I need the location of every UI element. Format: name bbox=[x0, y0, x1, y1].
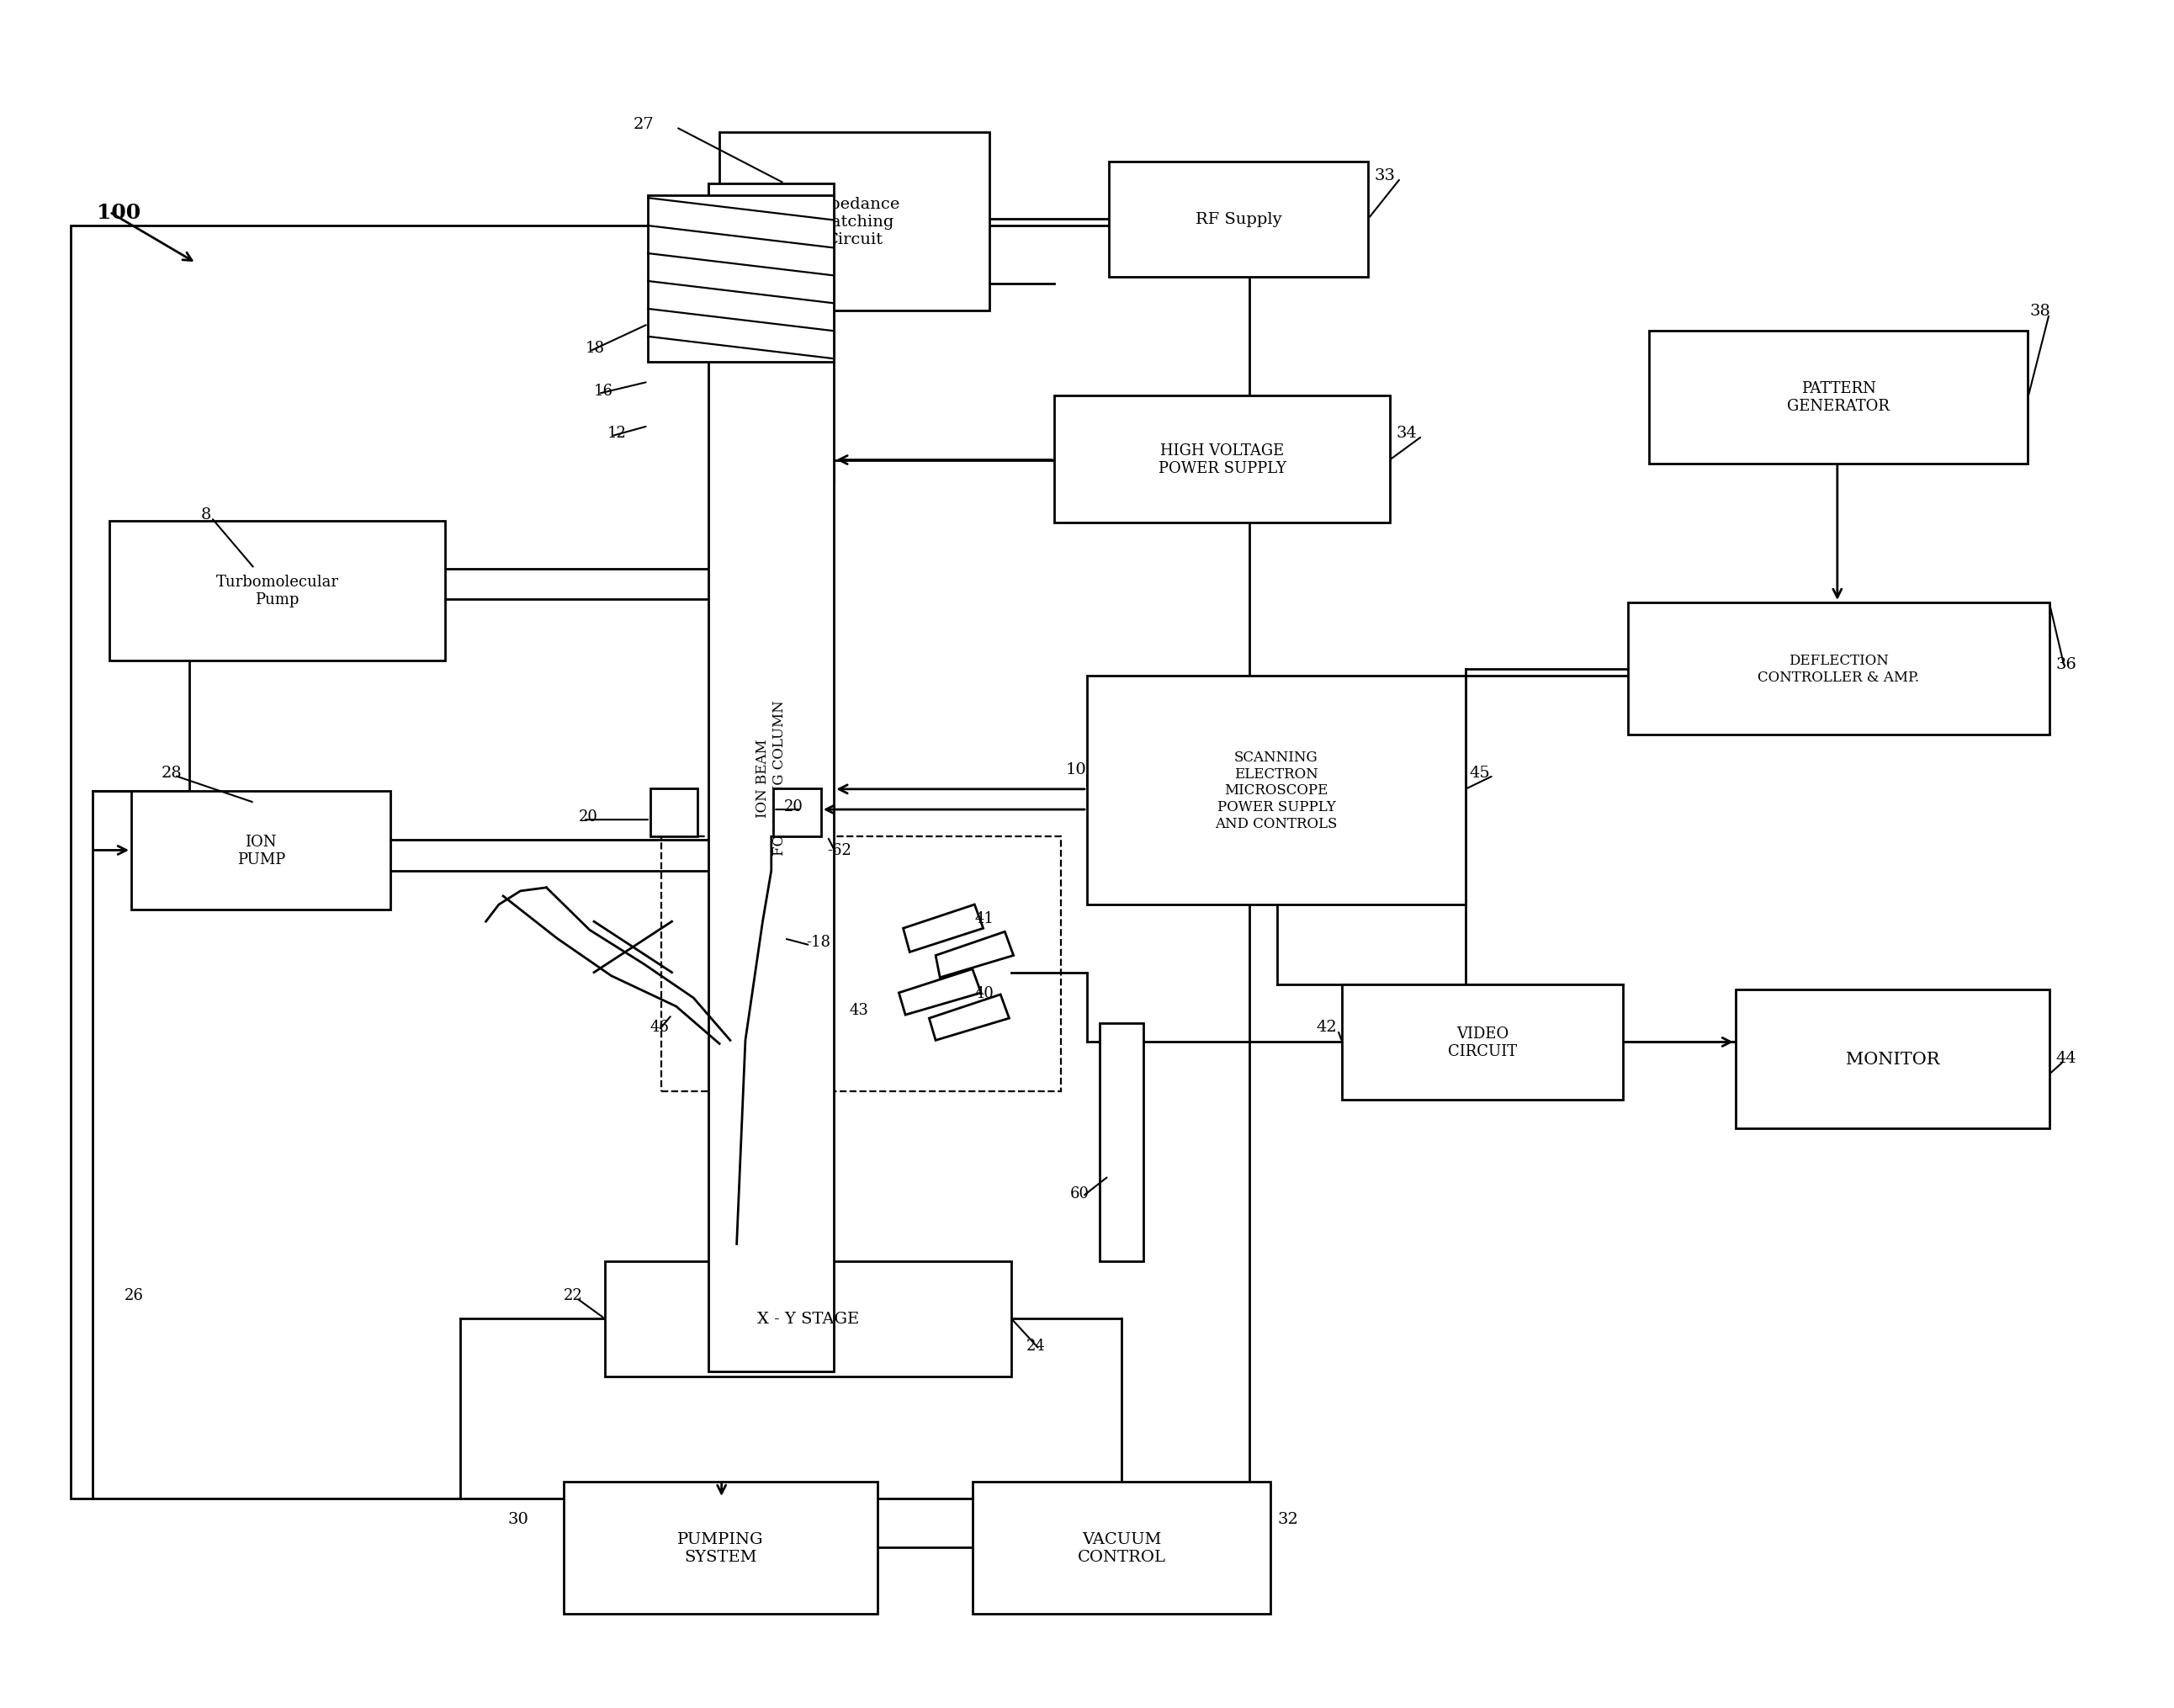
Bar bbox=[1341, 984, 1624, 1100]
Bar bbox=[709, 184, 835, 1372]
Bar bbox=[648, 196, 835, 362]
Bar bbox=[650, 789, 698, 837]
Bar bbox=[1087, 676, 1465, 905]
Text: RF Supply: RF Supply bbox=[1196, 212, 1280, 227]
Text: 22: 22 bbox=[563, 1288, 583, 1303]
Text: -18: -18 bbox=[807, 934, 830, 950]
Bar bbox=[720, 133, 989, 311]
Bar bbox=[1100, 1023, 1144, 1261]
Bar bbox=[72, 227, 1250, 1498]
Text: 30: 30 bbox=[507, 1512, 528, 1527]
Polygon shape bbox=[928, 994, 1009, 1040]
Text: 12: 12 bbox=[607, 425, 626, 441]
Polygon shape bbox=[935, 933, 1013, 979]
Text: VIDEO
CIRCUIT: VIDEO CIRCUIT bbox=[1448, 1027, 1517, 1059]
Text: 45: 45 bbox=[1470, 765, 1491, 781]
Text: 34: 34 bbox=[1396, 425, 1417, 441]
Text: 16: 16 bbox=[594, 383, 613, 398]
Text: ION BEAM
FOCUSING COLUMN: ION BEAM FOCUSING COLUMN bbox=[757, 700, 787, 856]
Text: 27: 27 bbox=[633, 118, 654, 132]
Text: 36: 36 bbox=[2057, 656, 2076, 671]
Text: 20: 20 bbox=[578, 810, 598, 825]
Text: SCANNING
ELECTRON
MICROSCOPE
POWER SUPPLY
AND CONTROLS: SCANNING ELECTRON MICROSCOPE POWER SUPPL… bbox=[1215, 750, 1337, 830]
Bar bbox=[661, 837, 1061, 1091]
Text: 40: 40 bbox=[974, 986, 994, 1001]
Text: 32: 32 bbox=[1278, 1512, 1298, 1527]
Bar bbox=[1109, 162, 1367, 277]
Text: Impedance
Matching
Circuit: Impedance Matching Circuit bbox=[809, 196, 900, 248]
Text: 33: 33 bbox=[1374, 167, 1396, 183]
Text: 20: 20 bbox=[785, 799, 804, 815]
Text: 43: 43 bbox=[850, 1003, 867, 1018]
Bar bbox=[604, 1261, 1011, 1377]
Text: 24: 24 bbox=[1026, 1339, 1046, 1353]
Bar bbox=[563, 1481, 878, 1614]
Text: Turbomolecular
Pump: Turbomolecular Pump bbox=[215, 576, 339, 608]
Bar bbox=[774, 789, 822, 837]
Text: 100: 100 bbox=[96, 203, 141, 222]
Bar bbox=[1628, 603, 2050, 734]
Text: PUMPING
SYSTEM: PUMPING SYSTEM bbox=[678, 1532, 763, 1565]
Text: VACUUM
CONTROL: VACUUM CONTROL bbox=[1078, 1532, 1165, 1565]
Text: 18: 18 bbox=[585, 342, 604, 355]
Text: 10: 10 bbox=[1065, 762, 1087, 777]
Bar bbox=[972, 1481, 1272, 1614]
Bar bbox=[1054, 396, 1389, 523]
Text: 28: 28 bbox=[161, 765, 183, 781]
Text: 42: 42 bbox=[1315, 1020, 1337, 1035]
Text: 8: 8 bbox=[200, 507, 211, 523]
Text: 26: 26 bbox=[124, 1288, 143, 1303]
Text: ION
PUMP: ION PUMP bbox=[237, 834, 285, 868]
Text: MONITOR: MONITOR bbox=[1846, 1050, 1939, 1068]
Polygon shape bbox=[898, 970, 980, 1015]
Text: -62: -62 bbox=[828, 844, 852, 857]
Text: 60: 60 bbox=[1070, 1185, 1089, 1201]
Bar bbox=[109, 521, 446, 661]
Text: PATTERN
GENERATOR: PATTERN GENERATOR bbox=[1787, 381, 1889, 413]
Text: 41: 41 bbox=[974, 910, 994, 926]
Text: X - Y STAGE: X - Y STAGE bbox=[757, 1312, 859, 1327]
Bar bbox=[1735, 989, 2050, 1129]
Bar bbox=[1650, 331, 2028, 465]
Text: HIGH VOLTAGE
POWER SUPPLY: HIGH VOLTAGE POWER SUPPLY bbox=[1159, 444, 1287, 477]
Polygon shape bbox=[902, 905, 983, 953]
Bar bbox=[130, 791, 391, 910]
Text: 44: 44 bbox=[2057, 1050, 2076, 1066]
Text: DEFLECTION
CONTROLLER & AMP.: DEFLECTION CONTROLLER & AMP. bbox=[1757, 654, 1920, 685]
Text: 38: 38 bbox=[2031, 304, 2050, 319]
Text: 46: 46 bbox=[650, 1020, 670, 1035]
